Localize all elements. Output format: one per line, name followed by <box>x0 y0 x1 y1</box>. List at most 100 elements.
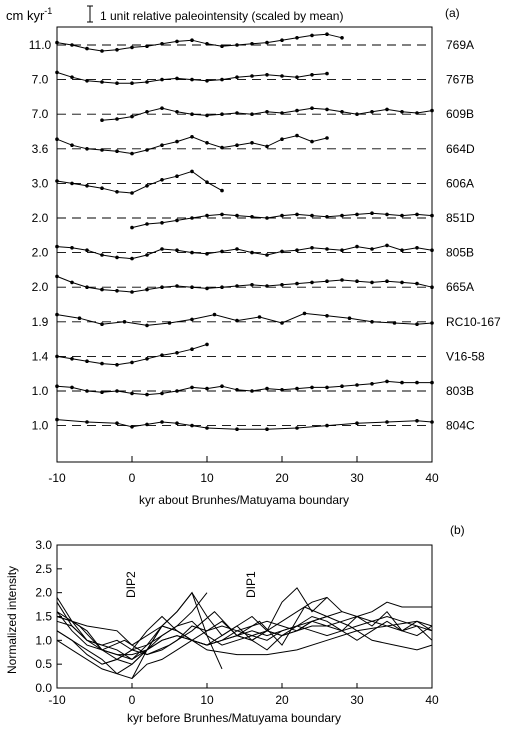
data-point <box>130 225 134 230</box>
data-point <box>70 385 74 390</box>
rate-label-606A: 3.0 <box>32 176 49 190</box>
data-point <box>235 318 239 323</box>
data-point <box>250 283 254 287</box>
data-point <box>385 279 389 284</box>
data-point <box>250 250 254 255</box>
data-point <box>145 184 149 188</box>
data-point <box>415 419 419 423</box>
data-point <box>85 184 89 188</box>
data-point <box>280 213 284 218</box>
data-point <box>235 388 239 392</box>
data-point <box>220 77 224 82</box>
panel-b-label: (b) <box>450 523 465 537</box>
data-point <box>385 379 389 384</box>
data-point <box>265 284 269 288</box>
data-point <box>280 321 284 325</box>
data-point <box>250 42 254 46</box>
data-point <box>160 42 164 46</box>
core-label-769A: 769A <box>446 38 474 52</box>
x-tick-label: 30 <box>350 693 364 707</box>
data-point <box>235 213 239 218</box>
panel-b-xlabel: kyr before Brunhes/Matuyama boundary <box>127 711 341 725</box>
x-tick-label: 10 <box>200 471 214 485</box>
data-point <box>235 247 239 251</box>
data-point <box>205 342 209 347</box>
data-point <box>235 75 239 79</box>
series-664D: 3.6 664D <box>32 133 475 156</box>
data-point <box>220 145 224 150</box>
data-point <box>430 321 434 325</box>
data-point <box>115 363 119 367</box>
data-point <box>235 43 239 47</box>
data-point <box>145 44 149 48</box>
rate-label-805B: 2.0 <box>32 246 49 260</box>
data-point <box>325 423 329 428</box>
data-point <box>190 317 194 322</box>
core-label-606A: 606A <box>446 176 474 190</box>
data-point <box>55 417 59 422</box>
data-point <box>310 73 314 77</box>
data-point <box>295 212 299 217</box>
series-line-606A <box>56 170 223 194</box>
data-point <box>310 246 314 250</box>
data-point <box>415 322 419 327</box>
series-609B: 7.0 609B <box>32 106 474 122</box>
y-tick-label: 2.5 <box>35 562 52 576</box>
rate-label-769A: 11.0 <box>29 38 52 52</box>
data-point <box>280 74 284 78</box>
x-tick-label: 40 <box>425 693 439 707</box>
data-point <box>220 285 224 290</box>
data-point <box>340 36 344 40</box>
data-point <box>430 380 434 385</box>
data-point <box>280 249 284 254</box>
data-point <box>55 244 59 249</box>
data-point <box>250 112 254 116</box>
data-point <box>280 388 284 392</box>
data-point <box>280 283 284 287</box>
data-point <box>250 141 254 145</box>
data-point <box>235 427 239 432</box>
data-point <box>400 280 404 285</box>
data-point <box>100 49 104 53</box>
rate-label-609B: 7.0 <box>32 107 49 121</box>
data-point <box>175 218 179 223</box>
data-point <box>130 114 134 119</box>
data-point <box>115 190 119 194</box>
data-point <box>85 147 89 151</box>
data-point <box>310 106 314 110</box>
data-point <box>55 354 59 359</box>
panel-b-ylabel: Normalized intensity <box>5 566 19 674</box>
series-V16-58: 1.4 V16-58 <box>32 342 485 367</box>
core-label-RC10-167: RC10-167 <box>446 315 501 329</box>
x-tick-label: 20 <box>275 471 289 485</box>
normalized-line-769A <box>56 596 343 665</box>
data-point <box>130 256 134 261</box>
data-point <box>415 380 419 385</box>
data-point <box>205 386 209 391</box>
data-point <box>85 46 89 51</box>
data-point <box>205 42 209 46</box>
data-point <box>175 389 179 393</box>
data-point <box>205 79 209 83</box>
data-point <box>122 320 127 324</box>
data-point <box>130 391 134 396</box>
data-point <box>167 321 172 325</box>
dip1-annotation: DIP1 <box>244 571 258 598</box>
data-point <box>295 36 299 40</box>
data-point <box>385 107 389 112</box>
panel-a-xlabel: kyr about Brunhes/Matuyama boundary <box>139 493 349 507</box>
series-769A: 11.0 769A <box>29 32 474 53</box>
data-point <box>205 180 209 184</box>
data-point <box>325 71 329 76</box>
normalized-line-851D <box>131 620 433 679</box>
data-point <box>265 386 269 391</box>
y-tick-label: 0.0 <box>35 681 52 695</box>
series-line-804C <box>56 419 433 430</box>
data-point <box>100 186 104 190</box>
data-point <box>190 285 194 290</box>
data-point <box>70 357 74 361</box>
data-point <box>385 420 389 424</box>
data-point <box>310 280 314 285</box>
data-point <box>310 33 314 38</box>
data-point <box>160 420 164 424</box>
